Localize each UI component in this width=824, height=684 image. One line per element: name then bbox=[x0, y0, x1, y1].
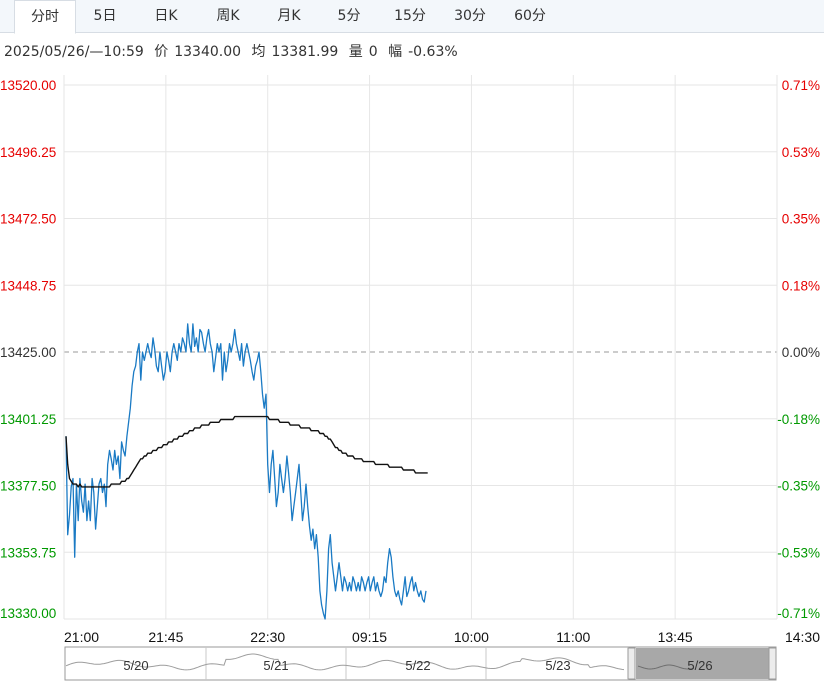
pct-tick-label: 0.00% bbox=[782, 345, 820, 360]
change-value: -0.63% bbox=[408, 44, 458, 60]
quote-datetime: 2025/05/26/—10:59 bbox=[4, 44, 144, 60]
x-tick-label: 21:45 bbox=[148, 629, 183, 645]
y-tick-label: 13330.00 bbox=[0, 606, 56, 621]
tab-5[interactable]: 5分 bbox=[337, 8, 361, 24]
average-price-line bbox=[65, 415, 428, 488]
y-tick-label: 13448.75 bbox=[0, 278, 56, 293]
navigator-day-label: 5/20 bbox=[123, 658, 148, 673]
tab-8[interactable]: 60分 bbox=[514, 8, 546, 24]
pct-tick-label: 0.71% bbox=[782, 78, 820, 93]
navigator-day-label: 5/22 bbox=[405, 658, 430, 673]
x-tick-label: 11:00 bbox=[556, 629, 590, 645]
avg-label: 均 bbox=[251, 44, 266, 60]
pct-tick-label: -0.35% bbox=[777, 479, 820, 494]
navigator-day-label: 5/23 bbox=[545, 658, 570, 673]
tab-3[interactable]: 周K bbox=[216, 8, 240, 24]
y-tick-label: 13425.00 bbox=[0, 345, 56, 360]
pct-tick-label: 0.18% bbox=[782, 278, 820, 293]
y-tick-label: 13377.50 bbox=[0, 479, 56, 494]
period-tabbar: 分时 5日 日K 周K 月K 5分 15分 30分 60分 bbox=[0, 0, 824, 34]
navigator-selected-trace bbox=[637, 664, 695, 670]
volume-value: 0 bbox=[368, 44, 378, 60]
y-tick-label: 13472.50 bbox=[0, 212, 56, 227]
navigator-day-label: 5/21 bbox=[263, 658, 288, 673]
tab-0[interactable]: 分时 bbox=[14, 0, 76, 34]
tab-6[interactable]: 15分 bbox=[394, 8, 426, 24]
change-label: 幅 bbox=[388, 44, 403, 60]
navigator-trace bbox=[65, 653, 625, 671]
intraday-chart[interactable]: 13520.00 0.71% 13496.25 0.53% 13472.50 0.35% 1… bbox=[0, 70, 824, 684]
y-tick-label: 13401.25 bbox=[0, 412, 56, 427]
pct-tick-label: -0.71% bbox=[777, 606, 820, 621]
x-tick-label: 10:00 bbox=[454, 629, 489, 645]
tab-4[interactable]: 月K bbox=[277, 8, 301, 24]
x-tick-label: 13:45 bbox=[658, 629, 693, 645]
price-line bbox=[65, 323, 427, 620]
pct-tick-label: -0.18% bbox=[777, 412, 820, 427]
x-tick-label: 14:30 bbox=[785, 629, 820, 645]
price-value: 13340.00 bbox=[174, 44, 242, 60]
y-tick-label: 13520.00 bbox=[0, 78, 56, 93]
price-label: 价 bbox=[154, 44, 169, 60]
avg-value: 13381.99 bbox=[271, 44, 339, 60]
navigator-day-label: 5/26 bbox=[687, 658, 712, 673]
tab-2[interactable]: 日K bbox=[154, 8, 178, 24]
tab-1[interactable]: 5日 bbox=[93, 8, 117, 24]
navigator-left-handle[interactable] bbox=[627, 647, 636, 680]
volume-label: 量 bbox=[348, 44, 363, 60]
x-tick-label: 21:00 bbox=[64, 629, 99, 645]
navigator-right-handle[interactable] bbox=[768, 647, 777, 680]
pct-tick-label: 0.35% bbox=[782, 212, 820, 227]
y-tick-label: 13353.75 bbox=[0, 545, 56, 560]
x-tick-label: 09:15 bbox=[352, 629, 387, 645]
y-tick-label: 13496.25 bbox=[0, 145, 56, 160]
tab-7[interactable]: 30分 bbox=[454, 8, 486, 24]
pct-tick-label: -0.53% bbox=[777, 545, 820, 560]
x-tick-label: 22:30 bbox=[250, 629, 285, 645]
pct-tick-label: 0.53% bbox=[782, 145, 820, 160]
navigator-selection[interactable] bbox=[636, 648, 769, 679]
